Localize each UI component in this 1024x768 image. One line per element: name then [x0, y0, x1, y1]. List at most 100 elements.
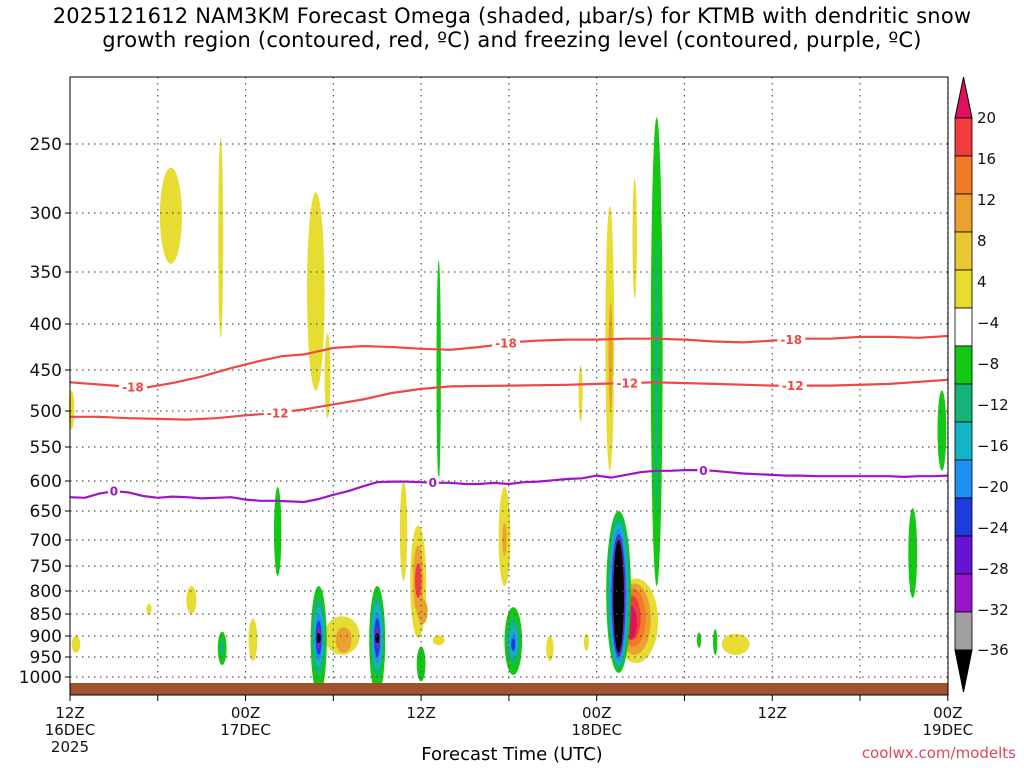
contour-label: -18 [122, 381, 144, 395]
colorbar-band [954, 459, 973, 499]
y-tick-label: 250 [30, 135, 62, 155]
y-tick-label: 850 [30, 605, 62, 625]
omega-cell [274, 487, 282, 576]
colorbar-band [954, 573, 973, 613]
contour-label-bg [778, 378, 807, 393]
x-tick-label: 12Z [758, 704, 787, 722]
omega-cell [696, 632, 702, 648]
omega-cell [654, 236, 659, 517]
colorbar-label: −28 [977, 560, 1009, 578]
omega-cell [502, 522, 507, 556]
colorbar-label: 8 [977, 232, 987, 250]
y-tick-label: 350 [30, 263, 62, 283]
contour-label: 0 [110, 485, 118, 499]
colorbar-band [954, 345, 973, 385]
y-tick-label: 450 [30, 361, 62, 381]
x-tick-label: 12Z [406, 704, 435, 722]
colorbar-band [954, 117, 973, 157]
colorbar-label: −12 [977, 396, 1009, 414]
colorbar: 20 16 12 8 4 −4 −8 −12 −16 −20 −24 −28 −32 −36 [954, 76, 1009, 693]
x-tick-label: 00Z [582, 704, 611, 722]
omega-cell [220, 640, 225, 657]
omega-cell [186, 586, 197, 614]
y-tick-label: 900 [30, 627, 62, 647]
y-tick-label: 800 [30, 582, 62, 602]
omega-cell [608, 303, 613, 411]
y-tick-label: 600 [30, 472, 62, 492]
contour-label: -18 [780, 333, 802, 347]
y-tick-label: 950 [30, 648, 62, 668]
omega-shading [68, 117, 947, 695]
colorbar-label: 20 [977, 109, 996, 127]
contour-label-bg [118, 380, 147, 395]
temperature-contours: -18 -18 -18 -12 -12 -12 0 0 0 [69, 332, 948, 504]
colorbar-label: −16 [977, 437, 1009, 455]
omega-cell [146, 603, 152, 615]
chart-title-line2: growth region (contoured, red, ºC) and f… [102, 28, 922, 52]
y-tick-label: 700 [30, 531, 62, 551]
omega-cell [613, 540, 624, 653]
site-credit[interactable]: coolwx.com/modelts [861, 744, 1016, 762]
omega-cell [159, 167, 182, 264]
colorbar-band [954, 535, 973, 575]
omega-cell [248, 618, 258, 661]
colorbar-band [954, 497, 973, 537]
omega-cell [432, 635, 445, 646]
omega-cell [583, 633, 589, 651]
omega-cell [417, 598, 428, 625]
y-tick-label: 750 [30, 557, 62, 577]
x-tick-label: 17DEC [220, 721, 271, 739]
x-tick-label: 00Z [231, 704, 260, 722]
y-tick-label: 400 [30, 315, 62, 335]
x-tick-label: 2025 [51, 738, 89, 756]
omega-cell [436, 260, 441, 481]
contour-label: 0 [699, 464, 707, 478]
chart-title-line1: 2025121612 NAM3KM Forecast Omega (shaded… [52, 4, 972, 28]
omega-cell [908, 508, 918, 598]
omega-cell [375, 632, 380, 644]
colorbar-label: 4 [977, 273, 987, 291]
x-tick-label: 00Z [933, 704, 962, 722]
colorbar-label: −8 [977, 355, 999, 373]
chart-title: 2025121612 NAM3KM Forecast Omega (shaded… [0, 4, 1024, 52]
colorbar-band [954, 611, 973, 651]
omega-cell [511, 638, 516, 651]
colorbar-band [954, 307, 973, 347]
contour-label: -12 [267, 406, 289, 420]
colorbar-label: −36 [977, 641, 1009, 659]
omega-cell [324, 333, 331, 419]
omega-cell [632, 178, 637, 299]
y-tick-label: 500 [30, 402, 62, 422]
omega-cell [416, 646, 426, 682]
colorbar-band [954, 269, 973, 309]
contour-label: -12 [617, 377, 639, 391]
colorbar-label: −4 [977, 314, 999, 332]
colorbar-band [954, 193, 973, 233]
contour-label-bg [697, 463, 710, 478]
colorbar-label: 16 [977, 150, 996, 168]
contour-label-bg [107, 484, 120, 499]
colorbar-label: −32 [977, 601, 1009, 619]
omega-cell [399, 481, 408, 581]
omega-cell [71, 636, 81, 653]
omega-cell [415, 563, 422, 598]
x-tick-label: 12Z [55, 704, 84, 722]
omega-cell [546, 636, 554, 661]
colorbar-arrow-bottom [954, 649, 973, 693]
colorbar-band [954, 155, 973, 195]
grid-lines [69, 77, 949, 695]
omega-cell [316, 632, 321, 644]
contour-label: 0 [429, 476, 437, 490]
contour-label-bg [613, 376, 642, 391]
omega-cell [218, 137, 224, 338]
omega-cell [68, 390, 75, 430]
contour-label-bg [491, 335, 520, 350]
y-tick-label: 550 [30, 438, 62, 458]
y-tick-label: 1000 [19, 668, 62, 688]
colorbar-band [954, 383, 973, 423]
contour-label-bg [263, 405, 292, 420]
omega-cell [307, 192, 325, 391]
omega-cell [721, 633, 750, 655]
